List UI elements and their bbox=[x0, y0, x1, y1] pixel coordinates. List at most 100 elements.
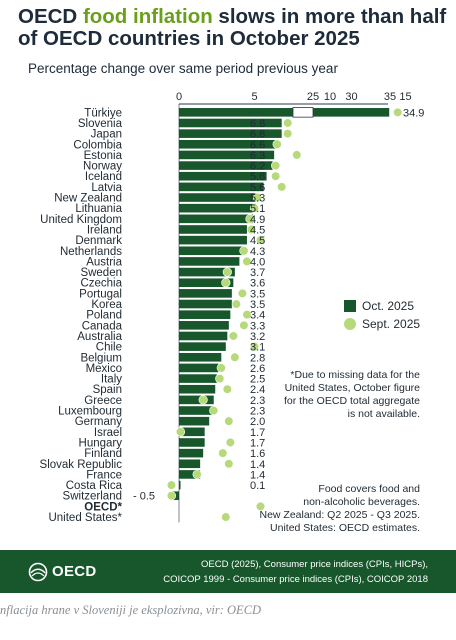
dot-sept-2025 bbox=[245, 214, 255, 224]
value-label: 5.6 bbox=[250, 182, 265, 194]
bar-oct-2025 bbox=[179, 342, 226, 351]
bar-oct-2025 bbox=[179, 182, 264, 192]
dot-sept-2025 bbox=[198, 395, 208, 405]
bar-oct-2025 bbox=[179, 161, 273, 170]
value-label: 6.3 bbox=[250, 150, 265, 162]
dot-sept-2025 bbox=[224, 459, 234, 469]
bar-oct-2025 bbox=[179, 470, 201, 479]
category-label: Iceland bbox=[85, 171, 122, 183]
legend-label-oct: Oct. 2025 bbox=[362, 299, 414, 313]
category-label: Chile bbox=[96, 342, 122, 354]
note-missing-data-line: United States, October figure bbox=[285, 382, 421, 394]
category-label: France bbox=[86, 469, 122, 481]
dot-sept-2025 bbox=[222, 267, 232, 277]
bar-oct-2025 bbox=[179, 139, 279, 149]
dot-sept-2025 bbox=[166, 480, 177, 490]
dot-sept-2025 bbox=[230, 352, 240, 362]
bar-oct-2025 bbox=[179, 331, 228, 341]
x-tick-label: 25 bbox=[307, 91, 319, 103]
axis-break-gap bbox=[292, 107, 314, 118]
dot-sept-2025 bbox=[239, 246, 249, 256]
category-label: Netherlands bbox=[60, 246, 122, 258]
bar-oct-2025 bbox=[179, 278, 234, 288]
x-tick-label: 10 bbox=[324, 91, 336, 103]
category-label: Belgium bbox=[80, 352, 122, 364]
note-coverage-line: non-alcoholic beverages. bbox=[303, 496, 420, 508]
dot-sept-2025 bbox=[239, 320, 249, 330]
dot-sept-2025 bbox=[283, 129, 293, 139]
value-label: 3.4 bbox=[250, 310, 265, 322]
dot-sept-2025 bbox=[221, 278, 231, 288]
note-missing-data-line: *Due to missing data for the bbox=[290, 369, 420, 381]
dot-sept-2025 bbox=[246, 224, 257, 235]
value-label: 2.6 bbox=[250, 363, 265, 375]
image-caption: nflacija hrane v Sloveniji je eksplozivn… bbox=[0, 603, 262, 617]
bar-oct-2025 bbox=[179, 406, 214, 415]
dot-sept-2025 bbox=[249, 342, 260, 352]
bar-oct-2025 bbox=[179, 214, 253, 224]
category-label: Hungary bbox=[79, 437, 123, 449]
value-label: 1.7 bbox=[250, 427, 265, 439]
category-label: Costa Rica bbox=[66, 480, 123, 492]
value-label: 3.1 bbox=[250, 342, 265, 354]
dot-sept-2025 bbox=[249, 203, 260, 213]
dot-sept-2025 bbox=[255, 235, 266, 245]
bar-oct-2025 bbox=[179, 235, 247, 245]
bar-oct-2025 bbox=[179, 150, 275, 160]
legend-label-sept: Sept. 2025 bbox=[362, 317, 420, 331]
category-label: Denmark bbox=[75, 235, 122, 247]
category-label: Luxembourg bbox=[58, 406, 122, 418]
value-label: 6.8 bbox=[250, 118, 265, 130]
category-label: Czechia bbox=[80, 278, 122, 290]
dot-sept-2025 bbox=[242, 310, 252, 320]
value-label: 6.8 bbox=[250, 129, 265, 141]
bar-oct-2025 bbox=[179, 257, 240, 266]
bar-chart: 0 5 10 15 25 30 35 Türkiye 34.9 Slovenia 6.8 Japan 6… bbox=[40, 91, 425, 534]
dot-sept-2025 bbox=[292, 150, 302, 160]
category-label: Australia bbox=[77, 331, 122, 343]
bar-oct-2025 bbox=[179, 108, 390, 117]
value-label: 3.7 bbox=[250, 267, 265, 279]
dot-sept-2025 bbox=[277, 182, 287, 192]
dot-sept-2025 bbox=[209, 405, 219, 416]
category-label: Germany bbox=[75, 416, 123, 428]
value-label: 4.3 bbox=[250, 246, 265, 258]
category-label: Ireland bbox=[87, 224, 122, 236]
value-label: 1.7 bbox=[250, 437, 265, 449]
bar-oct-2025 bbox=[179, 267, 235, 277]
dot-sept-2025 bbox=[272, 139, 282, 149]
bar-oct-2025 bbox=[179, 129, 282, 138]
category-label: New Zealand bbox=[54, 193, 122, 205]
category-label: Türkiye bbox=[84, 107, 122, 119]
category-label: Sweden bbox=[80, 267, 122, 279]
value-label: 2.3 bbox=[250, 395, 265, 407]
legend-swatch-sept bbox=[344, 318, 356, 330]
dot-sept-2025 bbox=[283, 118, 293, 128]
bar-oct-2025 bbox=[179, 171, 267, 181]
dot-sept-2025 bbox=[228, 331, 238, 341]
category-label: Slovenia bbox=[78, 118, 123, 130]
value-label: 1.4 bbox=[250, 459, 265, 471]
value-label: 3.5 bbox=[250, 299, 265, 311]
value-label: 4.5 bbox=[250, 235, 265, 247]
dot-sept-2025 bbox=[255, 501, 266, 511]
bar-oct-2025 bbox=[179, 448, 204, 458]
dot-sept-2025 bbox=[218, 448, 228, 458]
category-label: Estonia bbox=[84, 150, 123, 162]
value-label: 3.3 bbox=[250, 320, 265, 332]
category-label: Lithuania bbox=[75, 203, 122, 215]
chart-title: OECD food inflation slows in more than h… bbox=[18, 6, 448, 50]
value-label: 4.5 bbox=[250, 224, 265, 236]
dot-sept-2025 bbox=[231, 299, 241, 309]
value-label: 4.0 bbox=[250, 256, 265, 268]
value-label: 6.2 bbox=[250, 161, 265, 173]
dot-sept-2025 bbox=[192, 469, 202, 480]
x-tick-label: 30 bbox=[345, 91, 357, 103]
x-tick-label: 15 bbox=[399, 91, 411, 103]
value-label: 1.6 bbox=[250, 448, 265, 460]
category-label: Korea bbox=[91, 299, 122, 311]
value-label: 4.9 bbox=[250, 214, 265, 226]
dot-sept-2025 bbox=[216, 363, 226, 373]
note-coverage-line: New Zealand: Q2 2025 - Q3 2025. bbox=[259, 509, 420, 521]
category-label: Portugal bbox=[79, 288, 122, 300]
